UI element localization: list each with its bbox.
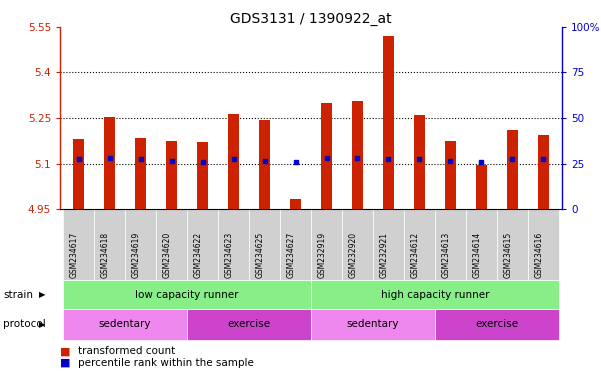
Text: GSM234620: GSM234620 [163, 232, 172, 278]
Bar [476, 165, 487, 209]
Bar [104, 117, 115, 209]
Bar [197, 142, 208, 209]
Bar [228, 114, 239, 209]
Text: transformed count: transformed count [78, 346, 175, 356]
Text: GSM234614: GSM234614 [472, 232, 481, 278]
Bar [166, 141, 177, 209]
Text: low capacity runner: low capacity runner [135, 290, 239, 300]
Text: exercise: exercise [475, 319, 519, 329]
Bar [321, 103, 332, 209]
Bar [352, 101, 363, 209]
Bar [73, 139, 84, 209]
Bar [507, 130, 518, 209]
Bar [135, 138, 146, 209]
Text: sedentary: sedentary [99, 319, 151, 329]
Text: exercise: exercise [228, 319, 270, 329]
Text: GSM234625: GSM234625 [255, 232, 264, 278]
Text: ▶: ▶ [39, 290, 46, 299]
Bar [383, 36, 394, 209]
Text: strain: strain [3, 290, 33, 300]
Bar [414, 115, 425, 209]
Text: GSM232921: GSM232921 [379, 232, 388, 278]
Text: GSM234627: GSM234627 [287, 232, 296, 278]
Text: GSM234617: GSM234617 [70, 232, 79, 278]
Text: ▶: ▶ [39, 320, 46, 329]
Bar [445, 141, 456, 209]
Text: GSM234615: GSM234615 [504, 232, 513, 278]
Bar [259, 119, 270, 209]
Text: GSM234622: GSM234622 [194, 232, 203, 278]
Text: GSM234612: GSM234612 [410, 232, 419, 278]
Bar [290, 199, 301, 209]
Text: GSM234623: GSM234623 [225, 232, 234, 278]
Text: high capacity runner: high capacity runner [380, 290, 489, 300]
Bar [538, 135, 549, 209]
Text: GSM232919: GSM232919 [317, 232, 326, 278]
Text: ■: ■ [60, 358, 70, 368]
Text: ■: ■ [60, 346, 70, 356]
Title: GDS3131 / 1390922_at: GDS3131 / 1390922_at [230, 12, 392, 26]
Text: GSM234618: GSM234618 [100, 232, 109, 278]
Text: GSM234619: GSM234619 [132, 232, 141, 278]
Text: GSM234613: GSM234613 [441, 232, 450, 278]
Text: protocol: protocol [3, 319, 46, 329]
Text: GSM234616: GSM234616 [534, 232, 543, 278]
Text: GSM232920: GSM232920 [349, 232, 358, 278]
Text: percentile rank within the sample: percentile rank within the sample [78, 358, 254, 368]
Text: sedentary: sedentary [347, 319, 399, 329]
